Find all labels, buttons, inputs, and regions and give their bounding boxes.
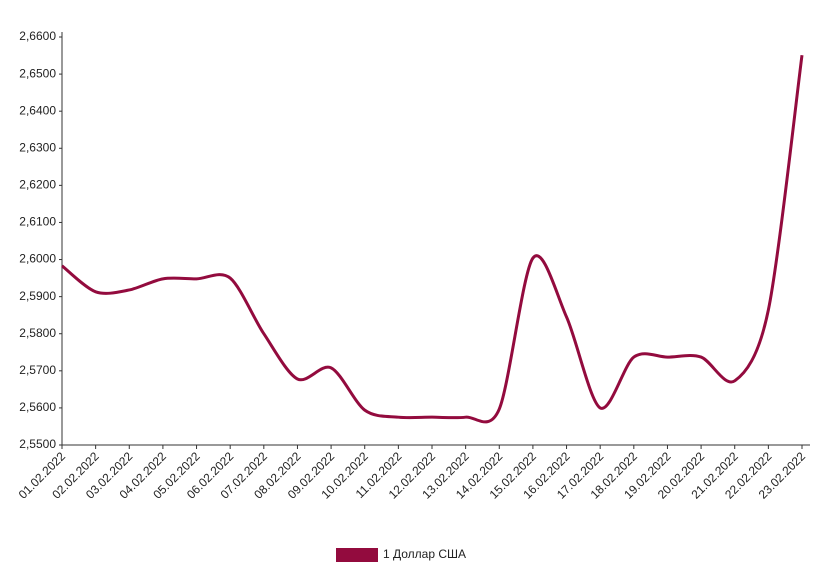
y-tick-label: 2,6000 <box>19 252 56 266</box>
y-tick-label: 2,6200 <box>19 178 56 192</box>
y-tick-label: 2,5700 <box>19 363 56 377</box>
y-tick-label: 2,6500 <box>19 66 56 80</box>
y-tick-label: 2,6300 <box>19 140 56 154</box>
y-tick-label: 2,5900 <box>19 289 56 303</box>
y-tick-label: 2,5800 <box>19 326 56 340</box>
y-tick-label: 2,6100 <box>19 215 56 229</box>
y-tick-label: 2,6400 <box>19 103 56 117</box>
y-tick-label: 2,5500 <box>19 437 56 451</box>
legend-swatch <box>336 548 378 562</box>
y-tick-label: 2,5600 <box>19 400 56 414</box>
legend-label: 1 Доллар США <box>383 547 466 561</box>
line <box>61 54 804 424</box>
y-tick-label: 2,6600 <box>19 29 56 43</box>
